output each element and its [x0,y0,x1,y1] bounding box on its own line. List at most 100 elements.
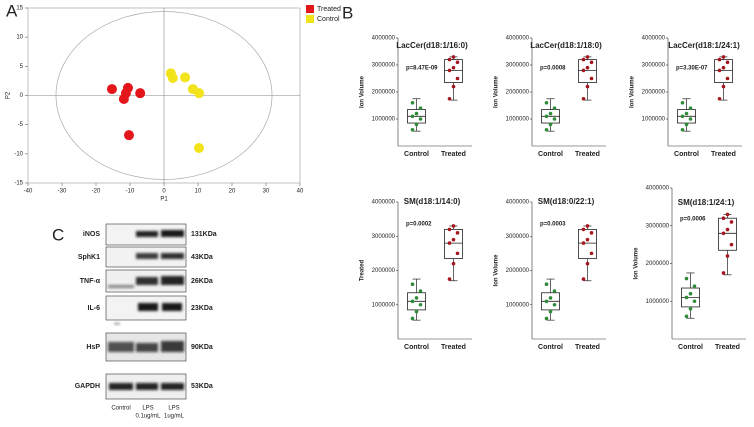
point [410,282,415,287]
x-tick-label: 40 [297,189,304,195]
point [717,68,722,73]
protein-label: iNOS [83,231,100,238]
point [414,309,419,314]
y-tick-label: 2000000 [372,268,396,274]
blot-images [105,223,187,400]
y-tick-label: 1000000 [506,302,530,308]
point [180,72,191,83]
y-tick-label: 2000000 [506,268,530,274]
annotation: p=0.0006 [680,217,706,223]
protein-label: TNF-α [80,278,101,285]
panel-label: A [6,1,18,20]
y-tick-label: 4000000 [506,36,530,42]
legend-label: Control [317,16,340,23]
lane-label: Control [111,406,130,412]
point [544,316,549,321]
y-tick-label: 4000000 [646,186,670,192]
protein-label: SphK1 [78,254,100,261]
point [585,237,590,242]
point [721,271,726,275]
point [455,60,460,65]
point [447,241,452,245]
y-tick-label: 2000000 [642,90,666,96]
point [725,212,730,217]
point [447,96,452,101]
x-tick-label: 20 [229,189,236,195]
y-tick-label: -5 [18,122,24,128]
x-tick-label: Control [678,344,703,351]
point [455,76,460,81]
point [447,227,452,232]
point [451,55,456,59]
point [581,57,586,62]
y-tick-label: 4000000 [372,200,396,206]
point [544,128,549,132]
x-tick-label: 10 [195,189,202,195]
point [548,309,553,314]
y-axis-label: Ion Volume [630,75,636,108]
y-tick-label: 4000000 [506,200,530,206]
point [106,84,117,95]
x-tick-label: Treated [441,151,466,158]
point [544,299,549,304]
point [455,231,460,235]
x-tick-label: -10 [126,189,135,195]
point [684,295,689,300]
annotation: p=0.0008 [540,66,566,72]
size-label: 53KDa [191,383,213,390]
y-axis-label: Ion Volume [634,247,640,280]
point [194,143,205,153]
point [194,88,205,99]
point [418,289,423,293]
point [410,316,415,321]
y-tick-label: 3000000 [506,234,530,240]
x-tick-label: 30 [263,189,270,195]
y-tick-label: -10 [14,151,23,157]
legend-label: Treated [317,6,341,13]
protein-label: IL-6 [88,305,101,312]
box [718,217,737,251]
point [418,117,423,121]
point [725,60,730,65]
lane-label: 1ug/mL [164,414,185,420]
x-tick-label: -30 [58,189,67,195]
point [684,111,689,116]
protein-label: GAPDH [75,383,100,390]
y-axis-label: Treated [360,259,366,281]
size-label: 131KDa [191,231,217,238]
x-tick-label: Treated [575,151,600,158]
chart-title: LacCer(d18:1/16:0) [396,41,468,50]
point [684,314,689,319]
point [581,96,586,101]
point [447,68,452,73]
point [721,55,726,59]
x-tick-label: 0 [162,189,166,195]
y-tick-label: 1000000 [646,299,670,305]
y-tick-label: 10 [16,35,23,41]
point [717,57,722,62]
point [410,128,415,132]
y-tick-label: 3000000 [646,223,670,229]
point [717,96,722,101]
point [721,84,726,89]
y-tick-label: 3000000 [506,63,530,69]
point [447,57,452,62]
y-tick-label: 3000000 [642,63,666,69]
annotation: p=0.0002 [406,222,432,228]
point [455,251,460,256]
point [680,101,685,105]
point [410,299,415,304]
point [688,106,693,110]
y-tick-label: 1000000 [642,117,666,123]
y-axis-label: Ion Volume [494,254,500,287]
confidence-ellipse [55,11,273,180]
point [552,117,557,121]
box [444,59,463,83]
point [585,55,590,59]
x-tick-label: Control [538,151,563,158]
point [552,106,557,110]
point [585,84,590,89]
point [585,65,590,70]
point [451,261,456,266]
x-axis-label: P1 [160,197,168,203]
